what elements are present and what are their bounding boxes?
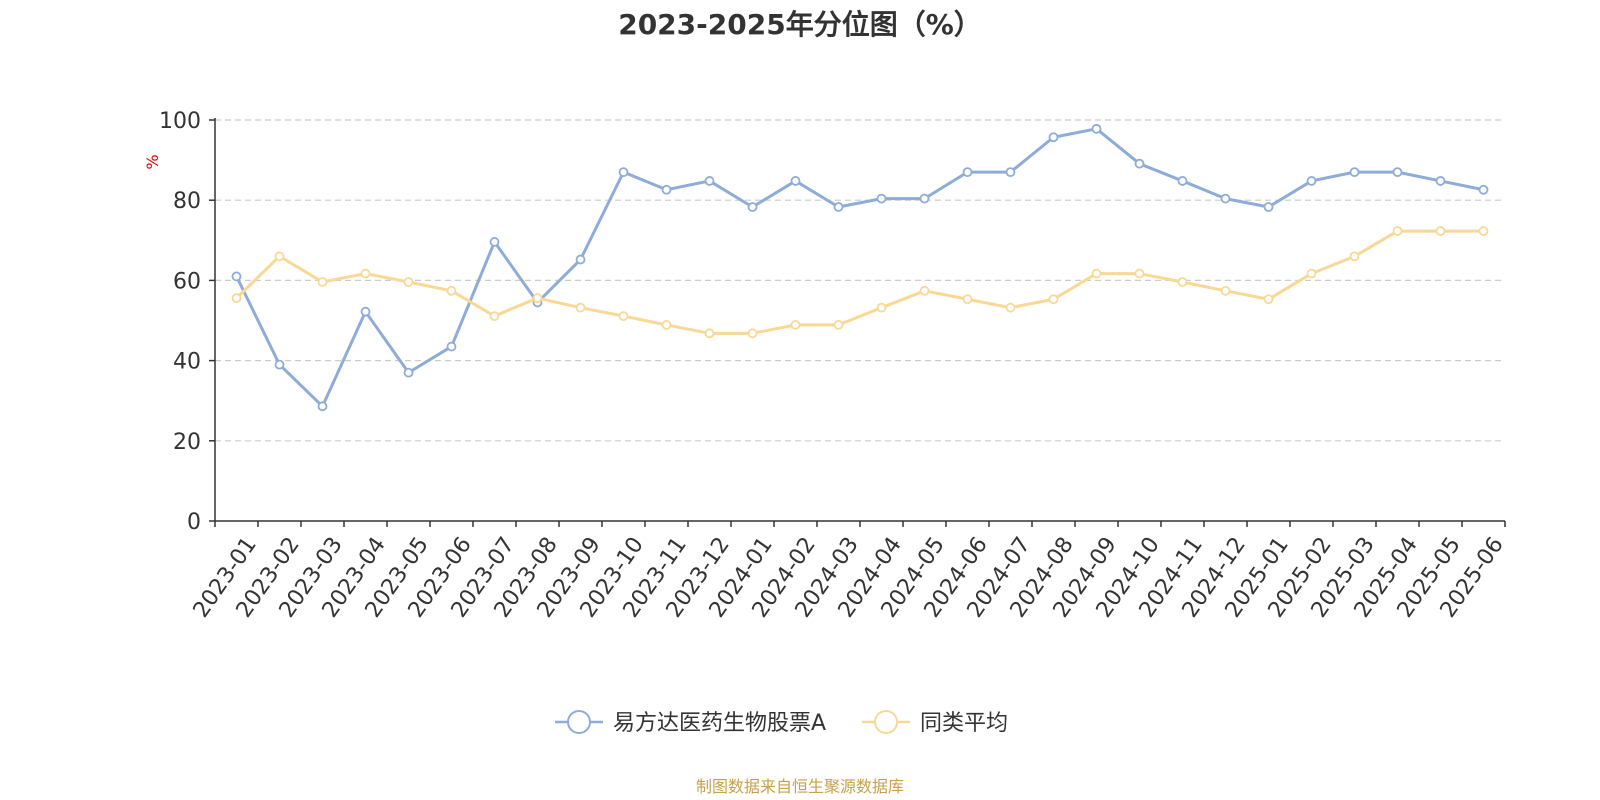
data-point[interactable] [360,268,371,279]
legend-item-0[interactable]: 易方达医药生物股票A [555,710,826,736]
data-point[interactable] [231,271,242,282]
data-point[interactable] [575,302,586,313]
data-point[interactable] [231,293,242,303]
series-line-0 [235,127,1485,408]
y-tick-label: 0 [187,510,201,535]
data-point[interactable] [1177,277,1188,287]
x-axis: 2023-012023-022023-032023-042023-052023-… [189,520,1509,622]
data-point[interactable] [1435,176,1446,186]
data-point[interactable] [661,184,672,195]
data-point[interactable] [532,293,543,303]
data-point[interactable] [1478,184,1489,195]
data-point[interactable] [747,328,758,339]
data-point[interactable] [1091,123,1102,134]
data-point[interactable] [317,277,328,287]
legend-marker [874,710,898,734]
data-point[interactable] [446,341,457,352]
data-point[interactable] [1392,167,1403,178]
data-point[interactable] [1005,167,1016,178]
y-tick-label: 60 [173,269,201,294]
y-tick-label: 100 [159,109,201,134]
data-point[interactable] [317,401,328,412]
data-point[interactable] [1263,294,1274,305]
data-point[interactable] [1091,268,1102,279]
data-point[interactable] [1306,176,1317,186]
data-point[interactable] [1048,132,1059,143]
source-text: 制图数据来自恒生聚源数据库 [696,777,904,796]
data-point[interactable] [833,320,844,330]
data-point[interactable] [790,176,801,186]
data-point[interactable] [876,193,887,204]
data-point[interactable] [1177,176,1188,186]
data-point[interactable] [618,167,629,178]
data-point[interactable] [489,237,500,247]
y-tick-label: 40 [173,350,201,375]
data-point[interactable] [274,251,285,262]
data-point[interactable] [1478,226,1489,236]
data-point[interactable] [704,176,715,186]
data-point[interactable] [403,277,414,287]
legend-marker [567,710,591,734]
y-tick-label: 80 [173,189,201,214]
y-tick-label: 20 [173,430,201,455]
y-axis: 0 20 40 60 80 100 [159,109,216,535]
legend-item-1[interactable]: 同类平均 [862,710,1008,736]
data-point[interactable] [1048,294,1059,305]
data-point[interactable] [833,202,844,212]
y-axis-label: % [143,154,162,169]
data-point[interactable] [1220,193,1231,204]
data-point[interactable] [1306,268,1317,279]
data-point[interactable] [618,311,629,321]
data-point[interactable] [403,367,414,378]
data-point[interactable] [962,294,973,305]
data-point[interactable] [489,311,500,321]
data-point[interactable] [919,285,930,296]
data-point[interactable] [790,320,801,330]
data-point[interactable] [661,320,672,330]
chart-title: 2023-2025年分位图（%） [618,8,982,41]
legend-label: 易方达医药生物股票A [613,711,826,736]
data-point[interactable] [919,193,930,204]
data-point[interactable] [1349,167,1360,178]
legend-label: 同类平均 [920,711,1008,736]
data-point[interactable] [446,285,457,296]
data-point[interactable] [575,254,586,265]
data-point[interactable] [1392,226,1403,236]
data-point[interactable] [1134,268,1145,279]
series-line-1 [235,229,1485,335]
data-point[interactable] [1349,251,1360,262]
data-point[interactable] [1005,302,1016,313]
data-point[interactable] [1263,202,1274,212]
legend: 易方达医药生物股票A 同类平均 [555,710,1008,736]
data-point[interactable] [962,167,973,178]
data-point[interactable] [704,328,715,339]
data-point[interactable] [360,306,371,317]
data-point[interactable] [747,202,758,212]
data-point[interactable] [1220,285,1231,296]
series-layer [231,123,1489,412]
data-point[interactable] [876,302,887,313]
data-point[interactable] [1435,226,1446,236]
data-point[interactable] [274,359,285,370]
data-point[interactable] [1134,158,1145,169]
